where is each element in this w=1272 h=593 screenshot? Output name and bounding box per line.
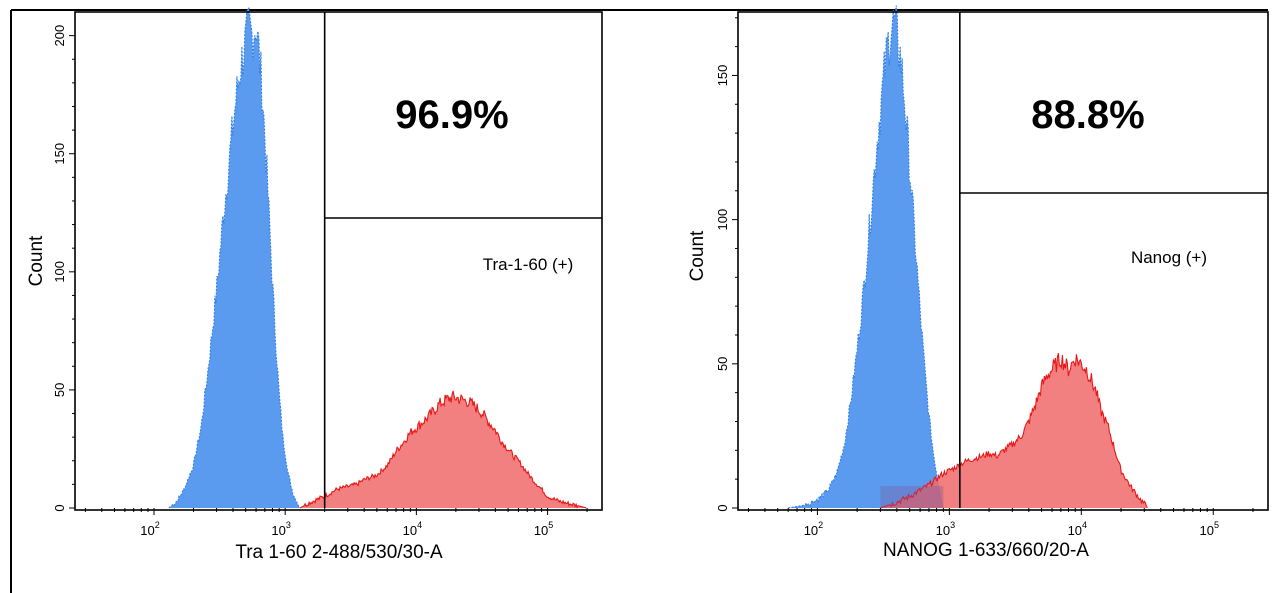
- y-tick-label: 150: [715, 65, 730, 87]
- x-tick-label: 105: [534, 520, 553, 538]
- y-tick-label: 0: [715, 504, 730, 511]
- x-tick-label: 103: [936, 520, 955, 538]
- x-tick-label: 103: [271, 520, 290, 538]
- gate-percent-label: 96.9%: [395, 93, 508, 137]
- histogram-area-1: [300, 390, 588, 508]
- y-tick-label: 100: [715, 209, 730, 231]
- plot-frame: [74, 11, 603, 511]
- plot-content: [788, 5, 1148, 509]
- plot-content: [168, 7, 588, 509]
- y-axis-title: Count: [26, 235, 47, 286]
- plot-frame: [737, 11, 1269, 511]
- x-tick-label: 102: [140, 520, 159, 538]
- x-tick-label: 104: [403, 520, 422, 538]
- y-axis-title: Count: [687, 230, 708, 281]
- x-tick-label: 102: [804, 520, 823, 538]
- y-tick-label: 150: [52, 143, 67, 165]
- histogram-area-1: [880, 353, 1148, 508]
- histogram-outline-1: [880, 352, 1148, 509]
- y-tick-label: 50: [715, 357, 730, 371]
- y-tick-label: 50: [52, 383, 67, 397]
- gate-region: [959, 12, 1268, 508]
- histogram-panel-tra160: 102 103 104 105 0 50 100 150 200 96.9% Tra-1-60 …: [26, 7, 603, 563]
- histogram-overlap: [880, 486, 944, 508]
- x-axis-title: NANOG 1-633/660/20-A: [883, 540, 1089, 561]
- histogram-panel-nanog: 102 103 104 105 0 50 100 150 88.8% Nanog (+) NA…: [687, 5, 1269, 561]
- histogram-outline-1: [299, 390, 587, 509]
- gate-region: [323, 12, 602, 508]
- gate-name-label: Tra-1-60 (+): [483, 255, 574, 274]
- x-tick-label: 105: [1200, 520, 1219, 538]
- x-tick-label: 104: [1068, 520, 1087, 538]
- histogram-area-0: [788, 5, 944, 508]
- histogram-area-0: [168, 8, 301, 508]
- y-tick-label: 0: [52, 504, 67, 511]
- y-tick-label: 200: [52, 25, 67, 47]
- gate-name-label: Nanog (+): [1131, 248, 1207, 267]
- histogram-outline-0: [788, 5, 944, 509]
- y-tick-label: 100: [52, 261, 67, 283]
- axis-ticks: 102 103 104 105 0 50 100 150: [715, 17, 1254, 538]
- x-axis-title: Tra 1-60 2-488/530/30-A: [235, 542, 443, 563]
- axis-ticks: 102 103 104 105 0 50 100 150 200: [52, 25, 588, 538]
- gate-percent-label: 88.8%: [1031, 93, 1144, 137]
